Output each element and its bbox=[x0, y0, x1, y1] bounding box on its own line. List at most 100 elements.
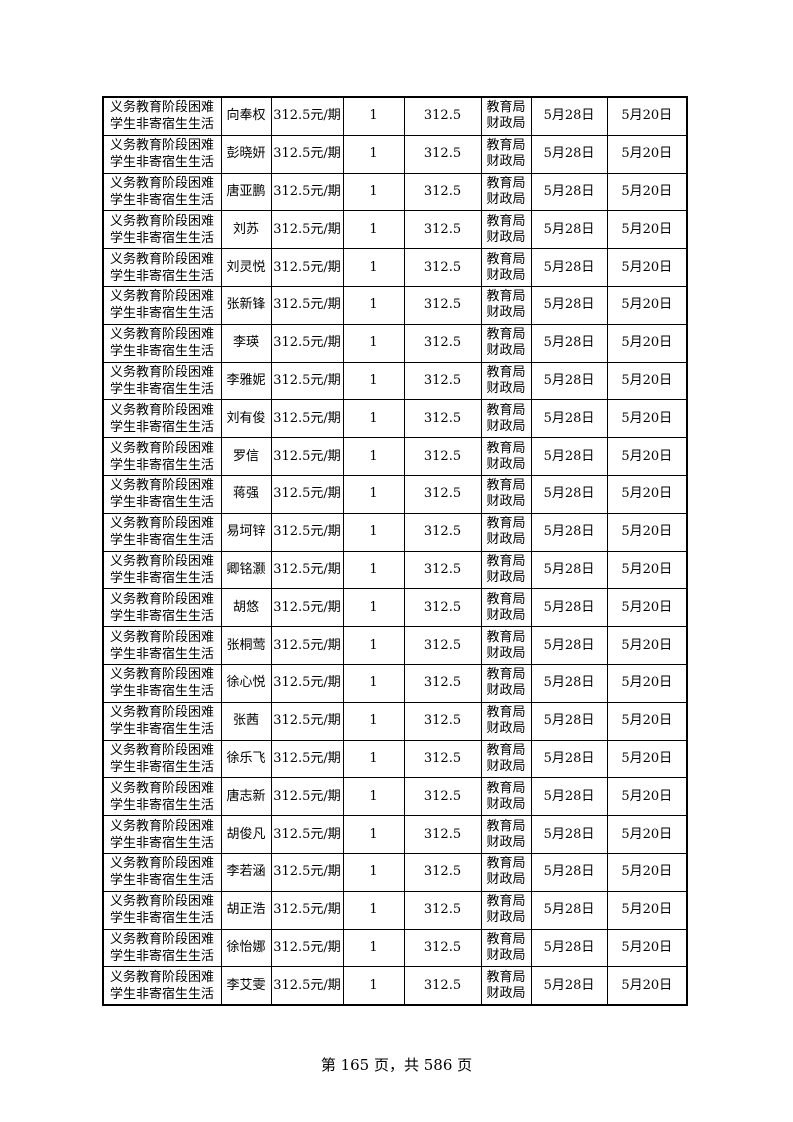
date2-cell: 5月20日 bbox=[606, 172, 688, 212]
date1-cell: 5月28日 bbox=[530, 134, 608, 174]
standard-cell: 312.5元/期 bbox=[270, 663, 344, 703]
count-cell: 1 bbox=[342, 474, 405, 514]
count-cell: 1 bbox=[342, 815, 405, 854]
date1-cell: 5月28日 bbox=[530, 852, 608, 892]
name-cell: 张茜 bbox=[220, 701, 272, 741]
date1-cell: 5月28日 bbox=[530, 890, 608, 930]
name-cell: 刘有俊 bbox=[220, 399, 272, 439]
count-cell: 1 bbox=[342, 285, 405, 325]
amount-cell: 312.5 bbox=[403, 550, 482, 590]
amount-cell: 312.5 bbox=[403, 399, 482, 439]
amount-cell: 312.5 bbox=[403, 663, 482, 703]
date1-cell: 5月28日 bbox=[530, 512, 608, 552]
date1-cell: 5月28日 bbox=[530, 777, 608, 817]
table-row: 义务教育阶段困难学生非寄宿生生活 卿铭灏 312.5元/期 1 312.5 教育局财政局 5… bbox=[102, 550, 688, 590]
date1-cell: 5月28日 bbox=[530, 928, 608, 968]
count-cell: 1 bbox=[342, 248, 405, 287]
table-row: 义务教育阶段困难学生非寄宿生生活 胡正浩 312.5元/期 1 312.5 教育局财政局 5… bbox=[102, 890, 688, 930]
amount-cell: 312.5 bbox=[403, 701, 482, 741]
count-cell: 1 bbox=[342, 588, 405, 628]
table-row: 义务教育阶段困难学生非寄宿生生活 张新锋 312.5元/期 1 312.5 教育局财政局 5… bbox=[102, 285, 688, 325]
standard-cell: 312.5元/期 bbox=[270, 512, 344, 552]
department-cell: 教育局财政局 bbox=[480, 966, 532, 1006]
date2-cell: 5月20日 bbox=[606, 474, 688, 514]
date1-cell: 5月28日 bbox=[530, 474, 608, 514]
name-cell: 张新锋 bbox=[220, 285, 272, 325]
date1-cell: 5月28日 bbox=[530, 815, 608, 854]
table-row: 义务教育阶段困难学生非寄宿生生活 唐志新 312.5元/期 1 312.5 教育局财政局 5… bbox=[102, 777, 688, 817]
department-cell: 教育局财政局 bbox=[480, 96, 532, 136]
department-cell: 教育局财政局 bbox=[480, 739, 532, 779]
count-cell: 1 bbox=[342, 323, 405, 363]
table-row: 义务教育阶段困难学生非寄宿生生活 罗信 312.5元/期 1 312.5 教育局财政局 5月… bbox=[102, 437, 688, 476]
category-cell: 义务教育阶段困难学生非寄宿生生活 bbox=[102, 928, 222, 968]
category-cell: 义务教育阶段困难学生非寄宿生生活 bbox=[102, 172, 222, 212]
standard-cell: 312.5元/期 bbox=[270, 172, 344, 212]
amount-cell: 312.5 bbox=[403, 285, 482, 325]
table-row: 义务教育阶段困难学生非寄宿生生活 徐怡娜 312.5元/期 1 312.5 教育局财政局 5… bbox=[102, 928, 688, 968]
amount-cell: 312.5 bbox=[403, 437, 482, 476]
name-cell: 向奉权 bbox=[220, 96, 272, 136]
name-cell: 胡俊凡 bbox=[220, 815, 272, 854]
count-cell: 1 bbox=[342, 663, 405, 703]
amount-cell: 312.5 bbox=[403, 248, 482, 287]
amount-cell: 312.5 bbox=[403, 134, 482, 174]
table-row: 义务教育阶段困难学生非寄宿生生活 张茜 312.5元/期 1 312.5 教育局财政局 5月… bbox=[102, 701, 688, 741]
count-cell: 1 bbox=[342, 210, 405, 250]
date1-cell: 5月28日 bbox=[530, 966, 608, 1006]
category-cell: 义务教育阶段困难学生非寄宿生生活 bbox=[102, 361, 222, 401]
category-cell: 义务教育阶段困难学生非寄宿生生活 bbox=[102, 323, 222, 363]
date2-cell: 5月20日 bbox=[606, 437, 688, 476]
count-cell: 1 bbox=[342, 928, 405, 968]
count-cell: 1 bbox=[342, 890, 405, 930]
name-cell: 李雅妮 bbox=[220, 361, 272, 401]
count-cell: 1 bbox=[342, 777, 405, 817]
amount-cell: 312.5 bbox=[403, 626, 482, 665]
category-cell: 义务教育阶段困难学生非寄宿生生活 bbox=[102, 550, 222, 590]
count-cell: 1 bbox=[342, 361, 405, 401]
department-cell: 教育局财政局 bbox=[480, 248, 532, 287]
date2-cell: 5月20日 bbox=[606, 815, 688, 854]
amount-cell: 312.5 bbox=[403, 777, 482, 817]
standard-cell: 312.5元/期 bbox=[270, 550, 344, 590]
table-row: 义务教育阶段困难学生非寄宿生生活 胡俊凡 312.5元/期 1 312.5 教育局财政局 5… bbox=[102, 815, 688, 854]
amount-cell: 312.5 bbox=[403, 361, 482, 401]
standard-cell: 312.5元/期 bbox=[270, 248, 344, 287]
category-cell: 义务教育阶段困难学生非寄宿生生活 bbox=[102, 777, 222, 817]
name-cell: 刘灵悦 bbox=[220, 248, 272, 287]
date1-cell: 5月28日 bbox=[530, 96, 608, 136]
table-row: 义务教育阶段困难学生非寄宿生生活 刘灵悦 312.5元/期 1 312.5 教育局财政局 5… bbox=[102, 248, 688, 287]
standard-cell: 312.5元/期 bbox=[270, 323, 344, 363]
department-cell: 教育局财政局 bbox=[480, 512, 532, 552]
standard-cell: 312.5元/期 bbox=[270, 210, 344, 250]
name-cell: 胡悠 bbox=[220, 588, 272, 628]
standard-cell: 312.5元/期 bbox=[270, 777, 344, 817]
department-cell: 教育局财政局 bbox=[480, 928, 532, 968]
table-row: 义务教育阶段困难学生非寄宿生生活 李瑛 312.5元/期 1 312.5 教育局财政局 5月… bbox=[102, 323, 688, 363]
category-cell: 义务教育阶段困难学生非寄宿生生活 bbox=[102, 96, 222, 136]
category-cell: 义务教育阶段困难学生非寄宿生生活 bbox=[102, 474, 222, 514]
table-row: 义务教育阶段困难学生非寄宿生生活 刘苏 312.5元/期 1 312.5 教育局财政局 5月… bbox=[102, 210, 688, 250]
standard-cell: 312.5元/期 bbox=[270, 399, 344, 439]
table-row: 义务教育阶段困难学生非寄宿生生活 李艾雯 312.5元/期 1 312.5 教育局财政局 5… bbox=[102, 966, 688, 1006]
department-cell: 教育局财政局 bbox=[480, 852, 532, 892]
amount-cell: 312.5 bbox=[403, 474, 482, 514]
count-cell: 1 bbox=[342, 966, 405, 1006]
name-cell: 李若涵 bbox=[220, 852, 272, 892]
date1-cell: 5月28日 bbox=[530, 172, 608, 212]
date2-cell: 5月20日 bbox=[606, 890, 688, 930]
count-cell: 1 bbox=[342, 437, 405, 476]
category-cell: 义务教育阶段困难学生非寄宿生生活 bbox=[102, 739, 222, 779]
department-cell: 教育局财政局 bbox=[480, 323, 532, 363]
table-row: 义务教育阶段困难学生非寄宿生生活 刘有俊 312.5元/期 1 312.5 教育局财政局 5… bbox=[102, 399, 688, 439]
date2-cell: 5月20日 bbox=[606, 739, 688, 779]
department-cell: 教育局财政局 bbox=[480, 172, 532, 212]
amount-cell: 312.5 bbox=[403, 739, 482, 779]
category-cell: 义务教育阶段困难学生非寄宿生生活 bbox=[102, 512, 222, 552]
category-cell: 义务教育阶段困难学生非寄宿生生活 bbox=[102, 890, 222, 930]
name-cell: 唐志新 bbox=[220, 777, 272, 817]
amount-cell: 312.5 bbox=[403, 890, 482, 930]
department-cell: 教育局财政局 bbox=[480, 663, 532, 703]
count-cell: 1 bbox=[342, 512, 405, 552]
date2-cell: 5月20日 bbox=[606, 134, 688, 174]
